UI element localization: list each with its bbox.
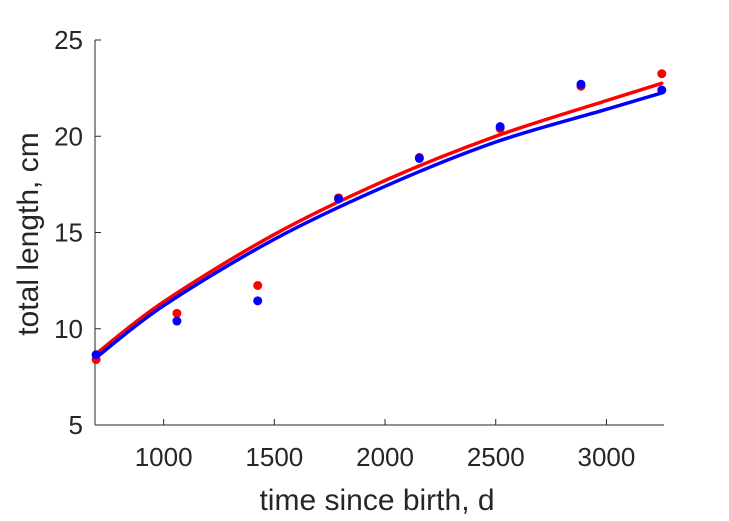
data-point-series-2 [172, 316, 182, 326]
y-tick-label: 25 [54, 25, 83, 55]
data-point-series-1 [657, 69, 667, 79]
data-point-series-2 [253, 296, 263, 306]
data-point-series-2 [657, 85, 667, 95]
y-tick-label: 10 [54, 314, 83, 344]
x-tick-label: 1500 [245, 442, 303, 472]
data-point-series-2 [414, 153, 424, 163]
data-point-series-1 [172, 308, 182, 318]
y-tick-label: 20 [54, 121, 83, 151]
fit-curve-1 [94, 81, 664, 356]
x-axis-label: time since birth, d [259, 484, 494, 517]
x-tick-label: 1000 [135, 442, 193, 472]
x-tick-label: 2000 [356, 442, 414, 472]
data-point-series-2 [91, 350, 101, 360]
data-point-series-2 [576, 79, 586, 89]
data-point-series-2 [334, 194, 344, 204]
fit-curve-2 [94, 91, 664, 360]
x-tick-label: 3000 [578, 442, 636, 472]
y-tick-label: 5 [69, 410, 83, 440]
x-tick-label: 2500 [467, 442, 525, 472]
data-point-series-1 [253, 280, 263, 290]
data-point-series-2 [495, 122, 505, 132]
plot-area: 5 10 15 20 25 1000 1500 2000 2500 3000 [54, 25, 667, 472]
y-tick-label: 15 [54, 218, 83, 248]
y-axis-label: total length, cm [12, 132, 45, 335]
